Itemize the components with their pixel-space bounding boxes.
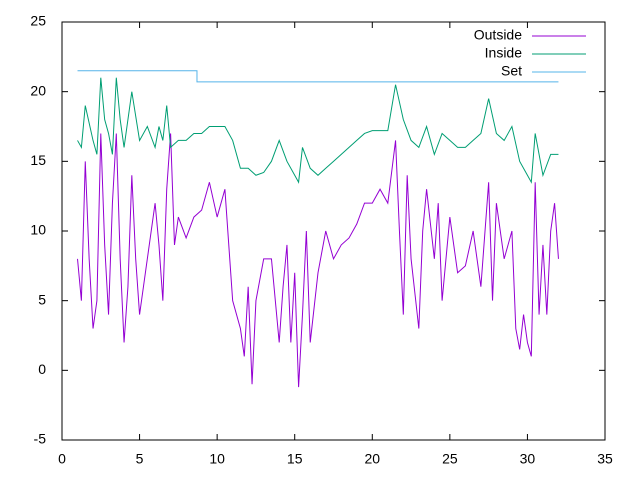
y-tick-label: 0 <box>38 361 46 377</box>
x-tick-label: 5 <box>136 451 144 467</box>
x-tick-label: 15 <box>287 451 303 467</box>
series-line <box>77 133 559 388</box>
x-tick-label: 25 <box>442 451 458 467</box>
x-tick-label: 20 <box>364 451 380 467</box>
y-tick-label: 25 <box>30 13 46 29</box>
y-tick-label: -5 <box>34 431 47 447</box>
y-tick-label: 20 <box>30 82 46 98</box>
legend-label: Set <box>501 63 522 79</box>
plot-frame <box>61 21 606 441</box>
y-tick-label: 15 <box>30 152 46 168</box>
series-line <box>77 77 559 184</box>
y-tick-label: 10 <box>30 222 46 238</box>
legend-label: Outside <box>474 27 522 43</box>
x-tick-label: 10 <box>209 451 225 467</box>
x-tick-label: 35 <box>597 451 613 467</box>
x-tick-label: 0 <box>58 451 66 467</box>
legend-label: Inside <box>485 45 523 61</box>
series-line <box>77 70 559 83</box>
x-tick-label: 30 <box>520 451 536 467</box>
y-tick-label: 5 <box>38 291 46 307</box>
